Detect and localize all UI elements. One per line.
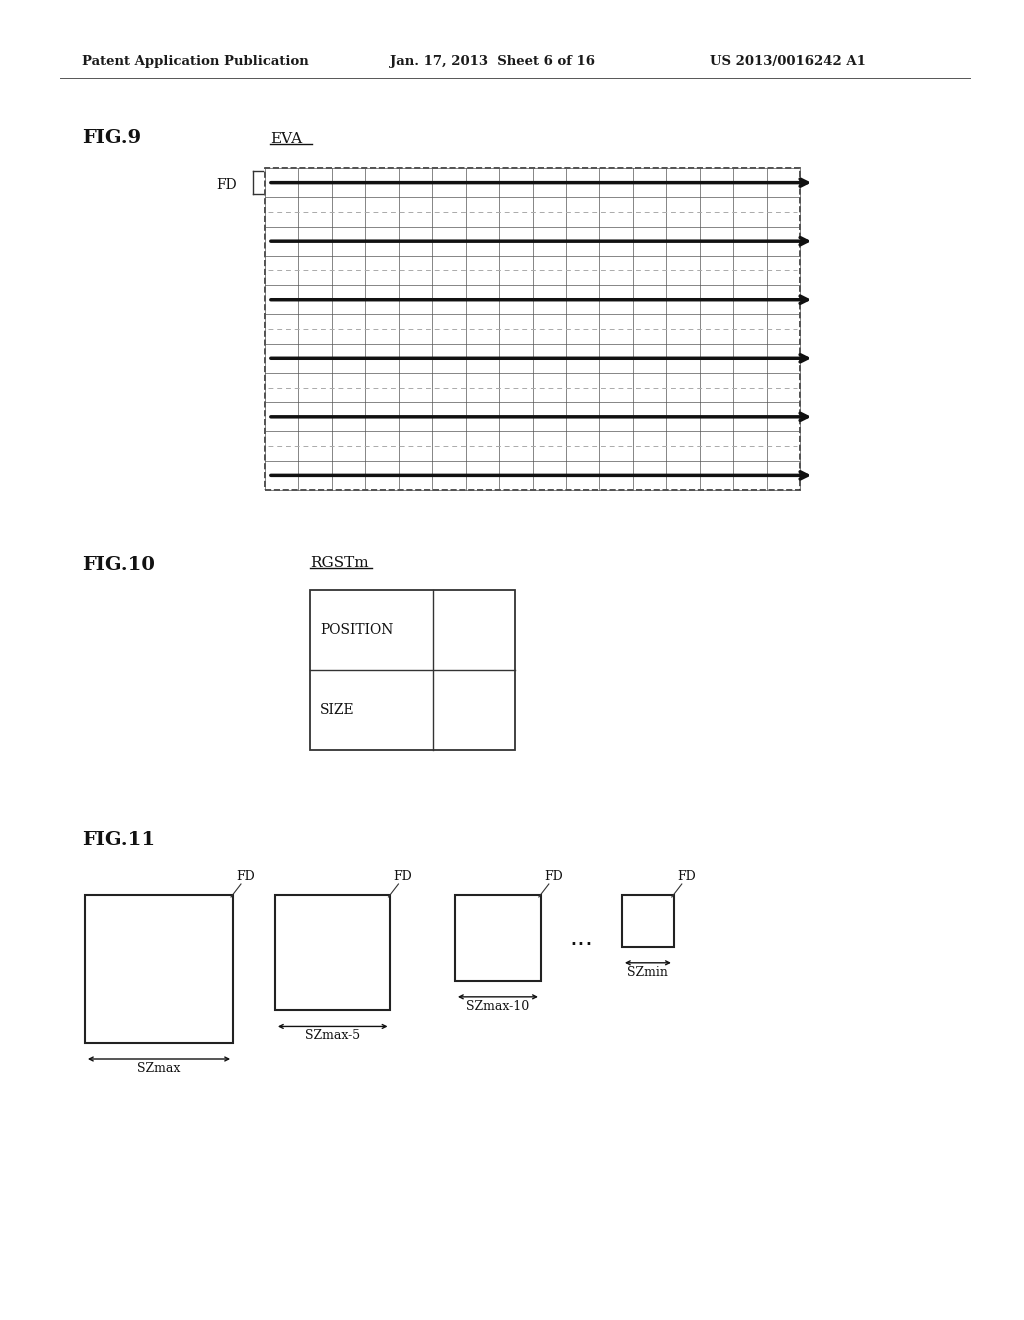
Bar (455, 895, 541, 981)
Text: SZmax: SZmax (137, 1063, 180, 1074)
Text: FIG.9: FIG.9 (82, 129, 141, 147)
Text: FD: FD (393, 870, 413, 883)
Bar (85, 895, 233, 1043)
Text: FD: FD (216, 178, 237, 191)
Text: FD: FD (544, 870, 562, 883)
Text: SIZE: SIZE (319, 704, 354, 717)
Text: Patent Application Publication: Patent Application Publication (82, 55, 309, 69)
Bar (310, 590, 515, 750)
Bar (622, 895, 674, 946)
Text: FIG.10: FIG.10 (82, 556, 155, 574)
Text: SZmax-10: SZmax-10 (466, 999, 529, 1012)
Text: RGSTm: RGSTm (310, 556, 369, 570)
Text: FD: FD (236, 870, 255, 883)
Bar (275, 895, 390, 1010)
Text: POSITION: POSITION (319, 623, 393, 638)
Text: ...: ... (569, 925, 594, 950)
Text: SZmin: SZmin (628, 966, 669, 979)
Text: Jan. 17, 2013  Sheet 6 of 16: Jan. 17, 2013 Sheet 6 of 16 (390, 55, 595, 69)
Text: EVA: EVA (270, 132, 302, 147)
Text: US 2013/0016242 A1: US 2013/0016242 A1 (710, 55, 866, 69)
Text: FIG.11: FIG.11 (82, 832, 155, 849)
Text: FD: FD (677, 870, 695, 883)
Text: SZmax-5: SZmax-5 (305, 1030, 360, 1043)
Bar (265, 168, 800, 490)
